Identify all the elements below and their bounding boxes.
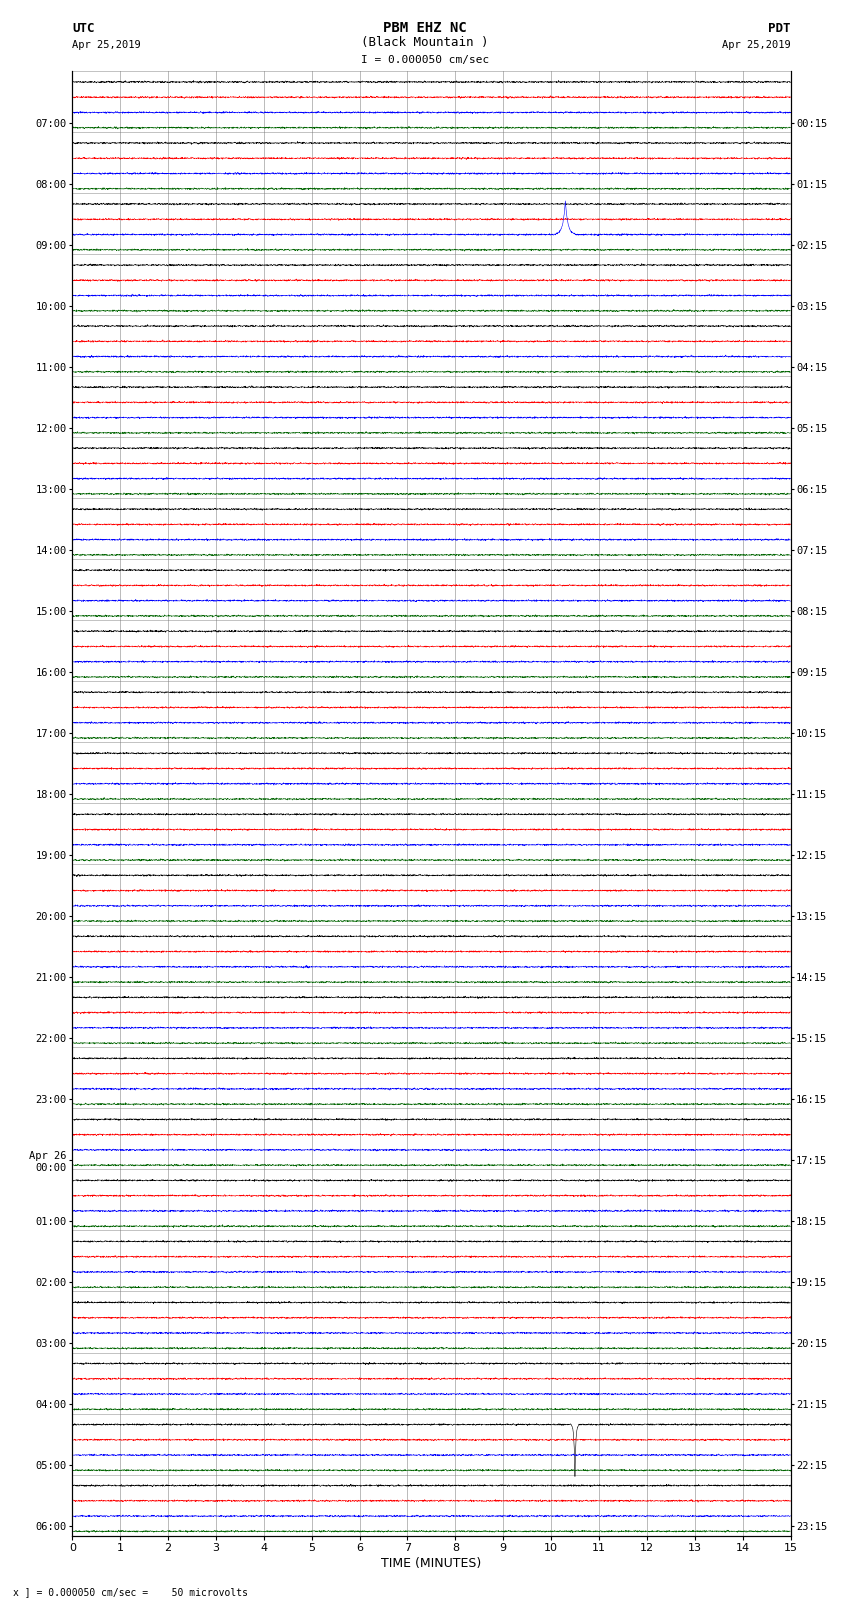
X-axis label: TIME (MINUTES): TIME (MINUTES) [382, 1557, 481, 1569]
Text: UTC: UTC [72, 21, 94, 35]
Text: x ] = 0.000050 cm/sec =    50 microvolts: x ] = 0.000050 cm/sec = 50 microvolts [13, 1587, 247, 1597]
Text: PDT: PDT [768, 21, 790, 35]
Text: Apr 25,2019: Apr 25,2019 [72, 40, 141, 50]
Text: PBM EHZ NC: PBM EHZ NC [383, 21, 467, 35]
Text: I = 0.000050 cm/sec: I = 0.000050 cm/sec [361, 55, 489, 65]
Text: (Black Mountain ): (Black Mountain ) [361, 35, 489, 50]
Text: Apr 25,2019: Apr 25,2019 [722, 40, 790, 50]
